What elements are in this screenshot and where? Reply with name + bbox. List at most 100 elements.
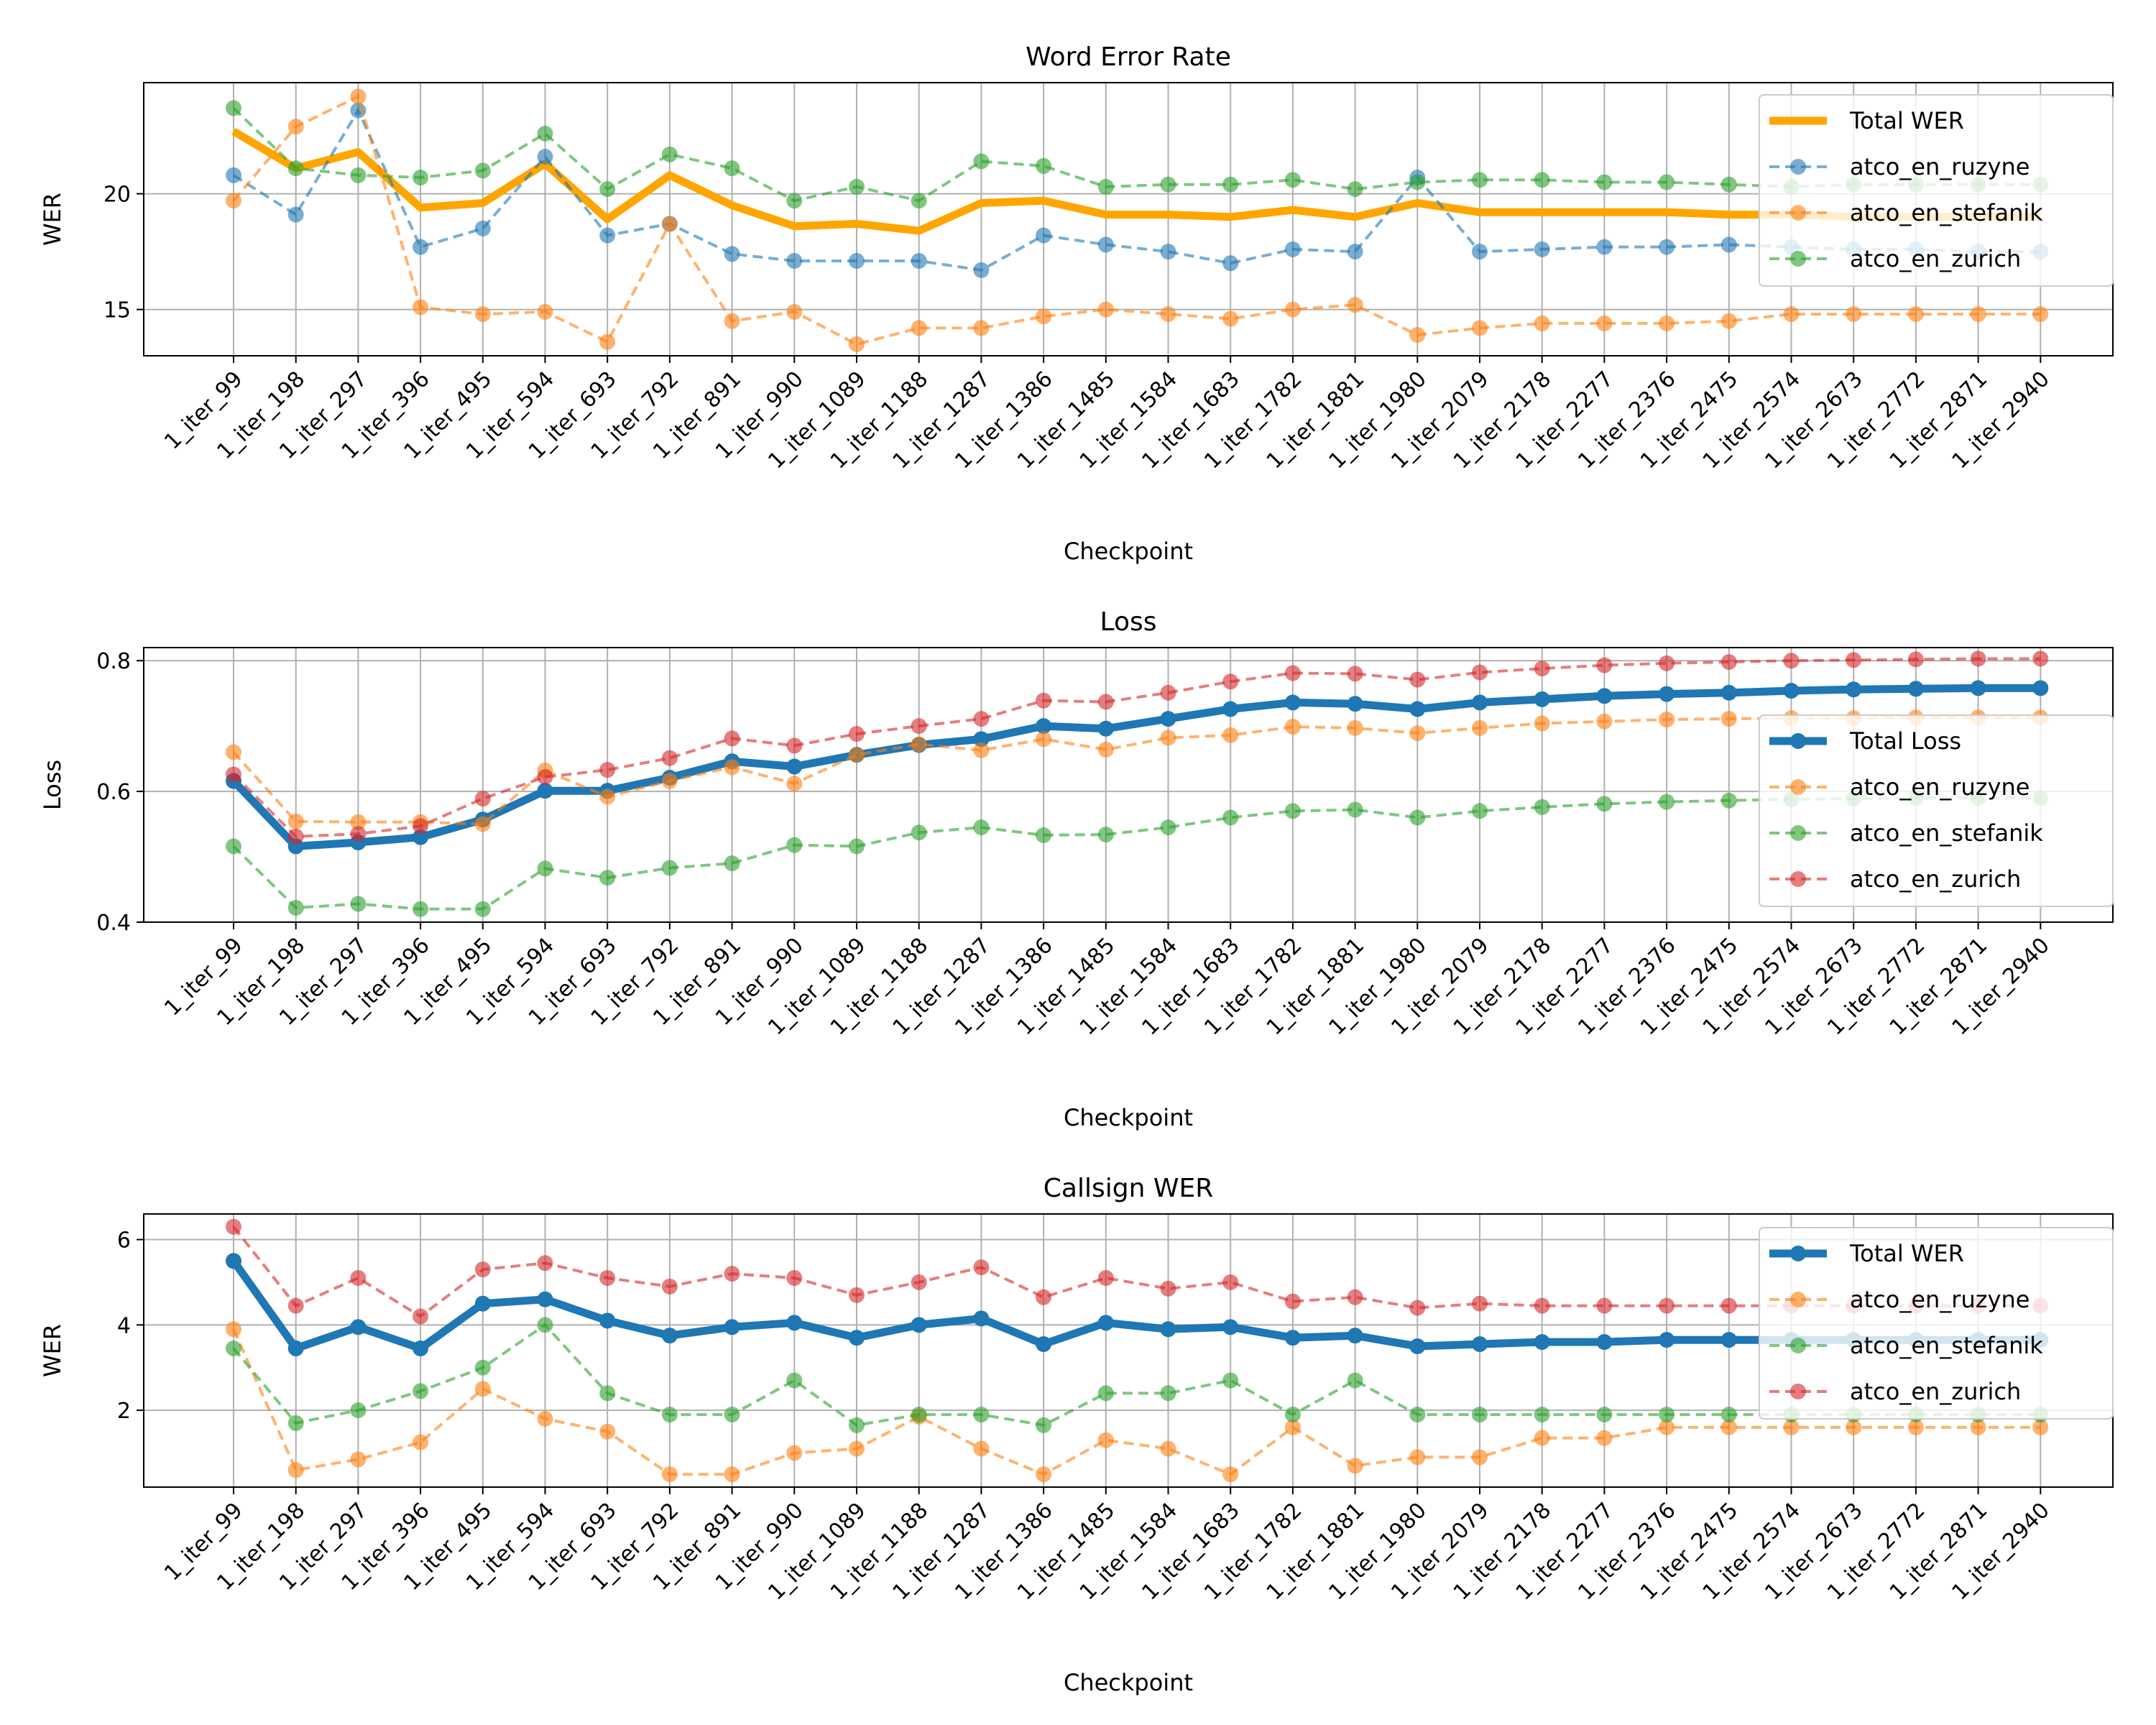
data-point — [1720, 1419, 1737, 1435]
data-point — [1596, 239, 1613, 255]
data-point — [1534, 1407, 1550, 1423]
data-point — [1472, 803, 1488, 819]
data-point — [724, 759, 740, 776]
legend: Total WER atco_en_ruzyne atco_en_stefanika… — [1759, 94, 2114, 287]
data-point — [599, 762, 616, 778]
data-point — [1659, 174, 1675, 190]
data-point — [599, 227, 616, 244]
data-point — [1347, 1328, 1363, 1344]
data-point — [1347, 666, 1363, 682]
data-point — [1347, 719, 1363, 736]
data-point — [1534, 241, 1550, 257]
data-point — [1036, 227, 1052, 244]
data-point — [911, 736, 927, 753]
data-point — [849, 838, 865, 855]
data-point — [1284, 1293, 1301, 1310]
data-point — [226, 1218, 241, 1235]
legend-marker — [1790, 1246, 1806, 1261]
chart-panel-1: 15201_iter_991_iter_1981_iter_2971_iter_… — [39, 42, 2114, 565]
series-line-total-loss — [231, 684, 2041, 850]
data-point — [1534, 315, 1550, 331]
data-point — [1347, 181, 1363, 198]
data-point — [2032, 306, 2049, 323]
data-point — [786, 193, 803, 209]
legend-marker — [1790, 205, 1806, 221]
data-point — [413, 1434, 429, 1450]
data-point — [599, 1270, 616, 1287]
data-point — [1720, 1297, 1737, 1314]
data-point — [287, 160, 304, 177]
data-point — [1097, 827, 1114, 843]
data-point — [1222, 255, 1239, 272]
data-point — [786, 758, 803, 775]
data-point — [1907, 306, 1924, 323]
data-point — [1284, 1330, 1301, 1346]
data-point — [1222, 673, 1239, 690]
data-point — [911, 1274, 927, 1290]
data-point — [226, 838, 241, 855]
data-point — [226, 744, 241, 760]
data-point — [1160, 711, 1176, 727]
series-line-atco-en-stefanik — [232, 94, 2041, 346]
legend-label: atco_en_ruzyne — [1850, 153, 2030, 180]
legend-marker — [1790, 1292, 1806, 1307]
data-point — [1907, 681, 1924, 697]
data-point — [1472, 244, 1488, 260]
data-point — [537, 860, 553, 877]
data-point — [1720, 176, 1737, 193]
data-point — [350, 1451, 367, 1468]
data-point — [661, 216, 678, 232]
series-line-atco-en-stefanik — [232, 1322, 2041, 1427]
data-point — [1097, 236, 1114, 253]
data-point — [1222, 727, 1239, 743]
legend-label: Total WER — [1849, 107, 1964, 134]
legend-box — [1759, 1227, 2114, 1420]
data-point — [1596, 796, 1613, 812]
data-point — [1409, 1449, 1426, 1466]
data-point — [661, 1466, 678, 1483]
data-point — [973, 731, 990, 748]
data-point — [1720, 684, 1737, 701]
data-point — [1160, 244, 1176, 260]
data-point — [786, 303, 803, 320]
data-point — [474, 1381, 491, 1397]
data-point — [1720, 1407, 1737, 1423]
data-point — [1036, 308, 1052, 325]
data-point — [1659, 1407, 1675, 1423]
data-point — [1222, 310, 1239, 327]
legend-marker — [1790, 733, 1806, 749]
data-point — [413, 1383, 429, 1399]
data-point — [724, 1407, 740, 1423]
data-point — [226, 766, 241, 783]
data-point — [350, 167, 367, 183]
x-axis-label: Checkpoint — [1064, 1104, 1193, 1131]
data-point — [1284, 172, 1301, 188]
data-point — [1659, 794, 1675, 810]
data-point — [474, 1295, 491, 1312]
data-point — [474, 162, 491, 179]
data-point — [537, 1255, 553, 1271]
legend-box — [1759, 94, 2114, 287]
data-point — [1534, 1334, 1550, 1351]
data-point — [786, 1270, 803, 1287]
data-point — [599, 181, 616, 198]
legend: Total WER atco_en_ruzyne atco_en_stefanika… — [1759, 1227, 2114, 1420]
data-point — [1036, 1466, 1052, 1483]
data-point — [911, 824, 927, 841]
data-point — [1970, 1419, 1986, 1435]
data-point — [849, 252, 865, 269]
data-point — [1659, 712, 1675, 728]
series-line-atco-en-ruzyne — [232, 1328, 2041, 1476]
data-point — [350, 88, 367, 105]
data-point — [786, 1372, 803, 1389]
data-point — [1970, 650, 1986, 667]
data-point — [474, 1359, 491, 1376]
data-point — [973, 320, 990, 336]
data-point — [1783, 683, 1800, 699]
data-point — [1846, 681, 1862, 698]
data-point — [661, 146, 678, 162]
data-point — [973, 742, 990, 758]
data-point — [1534, 172, 1550, 188]
data-point — [1472, 1407, 1488, 1423]
data-point — [350, 896, 367, 912]
